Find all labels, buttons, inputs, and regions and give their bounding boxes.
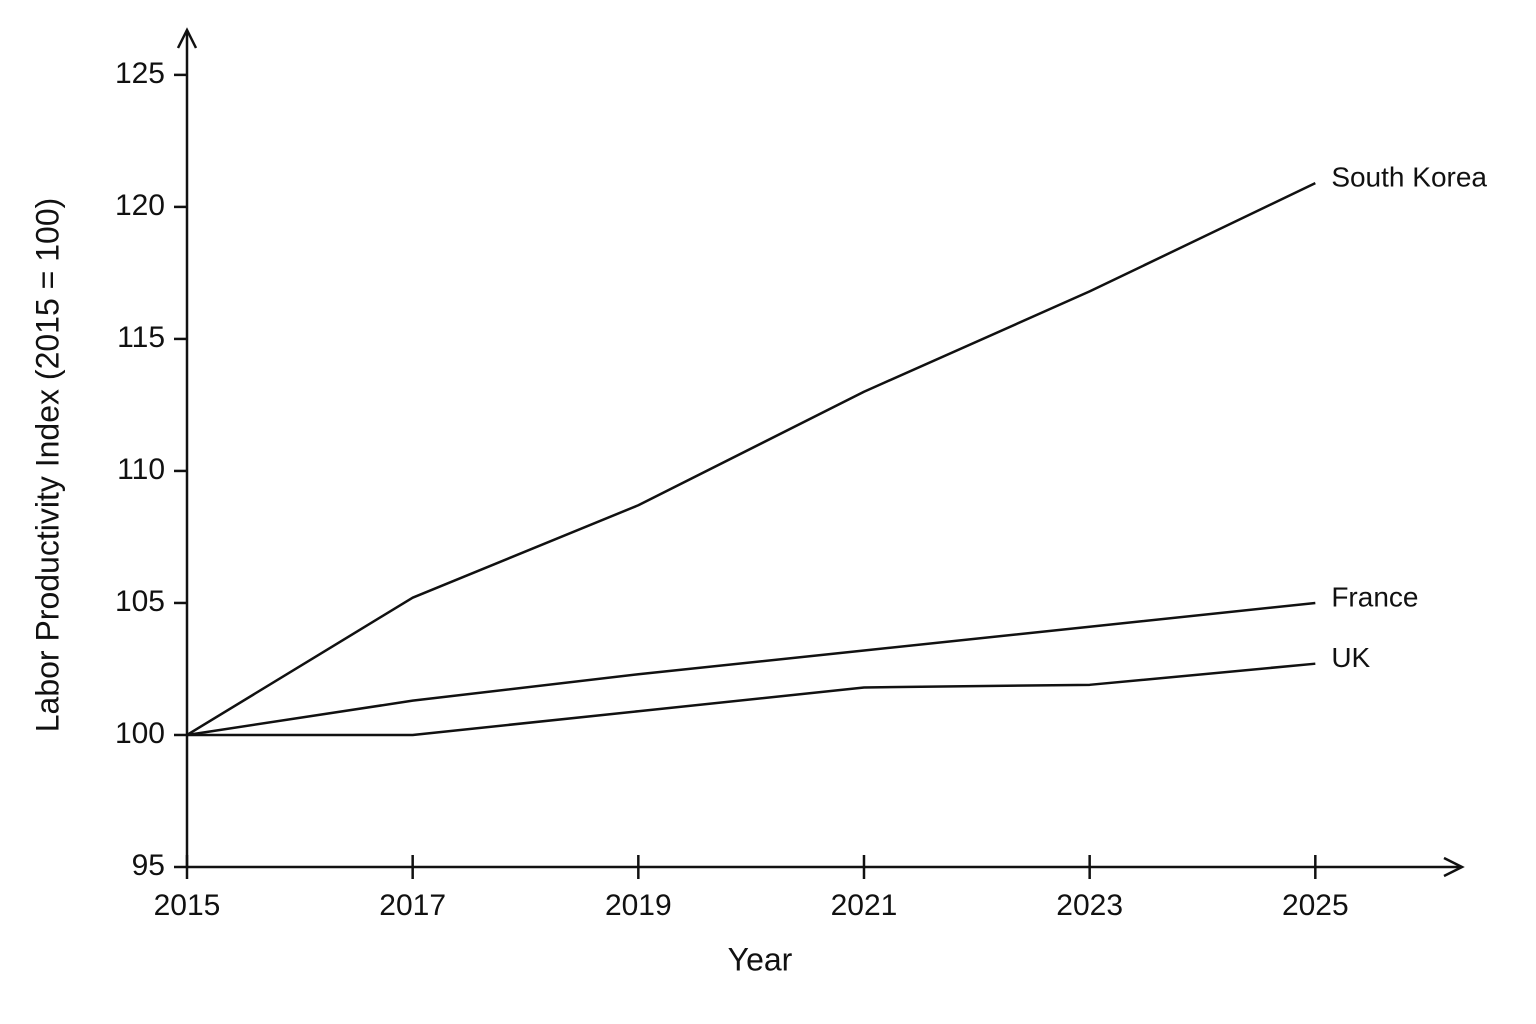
y-axis-arrow [176,27,198,49]
y-tick-label: 115 [117,321,165,354]
series-line [187,662,1316,737]
series-label: France [1331,581,1418,612]
x-axis-label: Year [728,941,793,977]
series-label: UK [1331,642,1370,673]
x-axis-arrow [1443,856,1465,878]
x-tick-label: 2021 [831,889,898,922]
x-tick-label: 2019 [605,889,672,922]
y-tick-label: 110 [117,453,165,486]
y-axis-label: Labor Productivity Index (2015 = 100) [29,198,65,733]
y-tick-label: 105 [115,585,165,618]
x-tick-label: 2015 [154,889,221,922]
y-tick-label: 100 [115,717,165,750]
y-tick-label: 95 [132,849,165,882]
x-tick-label: 2017 [379,889,446,922]
x-tick-label: 2023 [1056,889,1123,922]
x-tick-label: 2025 [1282,889,1349,922]
series-label: South Korea [1331,162,1487,193]
series-line [186,182,1316,737]
y-tick-label: 120 [115,189,165,222]
y-tick-label: 125 [115,57,165,90]
series-line [186,601,1316,737]
